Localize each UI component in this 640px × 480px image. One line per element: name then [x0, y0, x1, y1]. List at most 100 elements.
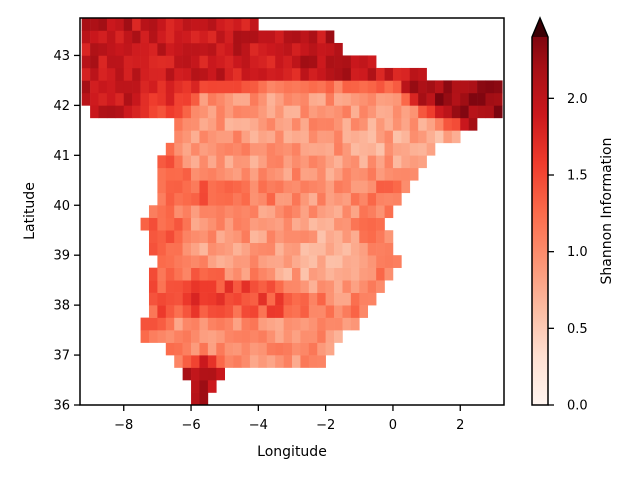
heatmap-cell	[418, 67, 427, 81]
heatmap-cell	[325, 317, 335, 331]
heatmap-cell	[148, 205, 158, 219]
heatmap-cell	[275, 192, 284, 206]
heatmap-cell	[342, 242, 352, 256]
heatmap-cell	[216, 55, 225, 69]
heatmap-cell	[300, 92, 310, 106]
heatmap-cell	[334, 180, 343, 194]
heatmap-cell	[283, 55, 293, 69]
heatmap-cell	[292, 205, 301, 219]
heatmap-cell	[216, 330, 225, 343]
heatmap-cell	[325, 80, 335, 94]
heatmap-cell	[350, 180, 360, 194]
heatmap-cell	[350, 230, 360, 244]
heatmap-cell	[174, 92, 183, 106]
heatmap-cell	[191, 155, 200, 169]
heatmap-cell	[249, 255, 259, 268]
colorbar-tick-label: 0.0	[567, 399, 588, 414]
heatmap-cell	[367, 242, 377, 256]
heatmap-cell	[191, 342, 200, 356]
heatmap-cell	[350, 292, 360, 306]
x-tick-label: −8	[114, 418, 133, 433]
heatmap-cell	[191, 267, 200, 281]
heatmap-cell	[317, 142, 326, 156]
heatmap-cell	[258, 42, 268, 56]
heatmap-cell	[342, 105, 352, 119]
heatmap-cell	[350, 155, 360, 169]
heatmap-cell	[165, 105, 175, 119]
heatmap-cell	[199, 205, 209, 219]
heatmap-cell	[325, 180, 335, 194]
heatmap-cell	[191, 280, 200, 293]
heatmap-cell	[258, 80, 268, 94]
heatmap-cell	[207, 42, 217, 56]
heatmap-cell	[308, 80, 318, 94]
heatmap-cell	[350, 305, 360, 318]
heatmap-cell	[308, 192, 318, 206]
heatmap-cell	[216, 217, 225, 231]
heatmap-cell	[81, 18, 91, 31]
heatmap-cell	[308, 42, 318, 56]
heatmap-cell	[266, 267, 276, 281]
heatmap-cell	[207, 330, 217, 343]
heatmap-cell	[148, 42, 158, 56]
heatmap-cell	[317, 230, 326, 244]
heatmap-cell	[241, 167, 251, 181]
heatmap-cell	[174, 292, 183, 306]
heatmap-cell	[106, 42, 116, 56]
heatmap-cell	[325, 130, 335, 144]
heatmap-cell	[334, 242, 343, 256]
heatmap-cell	[207, 230, 217, 244]
heatmap-cell	[292, 317, 301, 331]
heatmap-cell	[241, 155, 251, 169]
heatmap-cell	[359, 55, 369, 69]
heatmap-cell	[325, 267, 335, 281]
heatmap-cell	[165, 18, 175, 31]
heatmap-cell	[191, 117, 200, 131]
heatmap-cell	[115, 105, 125, 119]
heatmap-cell	[350, 92, 360, 106]
heatmap-cell	[182, 192, 192, 206]
heatmap-cell	[140, 30, 150, 44]
heatmap-cell	[283, 105, 293, 119]
heatmap-cell	[249, 242, 259, 256]
heatmap-cell	[157, 18, 167, 31]
heatmap-cell	[224, 155, 234, 169]
colorbar-tick-label: 0.5	[567, 322, 588, 337]
heatmap-cell	[249, 130, 259, 144]
heatmap-cell	[191, 230, 200, 244]
heatmap-cell	[367, 230, 377, 244]
heatmap-cell	[359, 217, 369, 231]
heatmap-cell	[300, 355, 310, 368]
heatmap-cell	[165, 305, 175, 318]
heatmap-cell	[182, 155, 192, 169]
heatmap-cell	[165, 317, 175, 331]
heatmap-cell	[216, 117, 225, 131]
heatmap-cell	[317, 42, 326, 56]
heatmap-cell	[350, 67, 360, 81]
heatmap-cell	[241, 242, 251, 256]
heatmap-cell	[174, 142, 183, 156]
heatmap-cell	[216, 105, 225, 119]
heatmap-cell	[308, 255, 318, 268]
heatmap-cell	[216, 292, 225, 306]
heatmap-cell	[182, 242, 192, 256]
heatmap-cell	[418, 80, 427, 94]
heatmap-cell	[157, 155, 167, 169]
heatmap-cell	[148, 267, 158, 281]
heatmap-cell	[292, 342, 301, 356]
heatmap-cell	[308, 230, 318, 244]
heatmap-cell	[258, 355, 268, 368]
heatmap-cell	[233, 105, 242, 119]
heatmap-cell	[90, 18, 99, 31]
heatmap-cell	[249, 42, 259, 56]
heatmap-cell	[275, 317, 284, 331]
heatmap-cell	[182, 342, 192, 356]
heatmap-cell	[342, 267, 352, 281]
heatmap-cell	[207, 180, 217, 194]
heatmap-cell	[199, 180, 209, 194]
heatmap-cell	[384, 255, 394, 268]
heatmap-cell	[182, 92, 192, 106]
heatmap-cell	[233, 255, 242, 268]
heatmap-cell	[384, 142, 394, 156]
heatmap-cell	[342, 292, 352, 306]
